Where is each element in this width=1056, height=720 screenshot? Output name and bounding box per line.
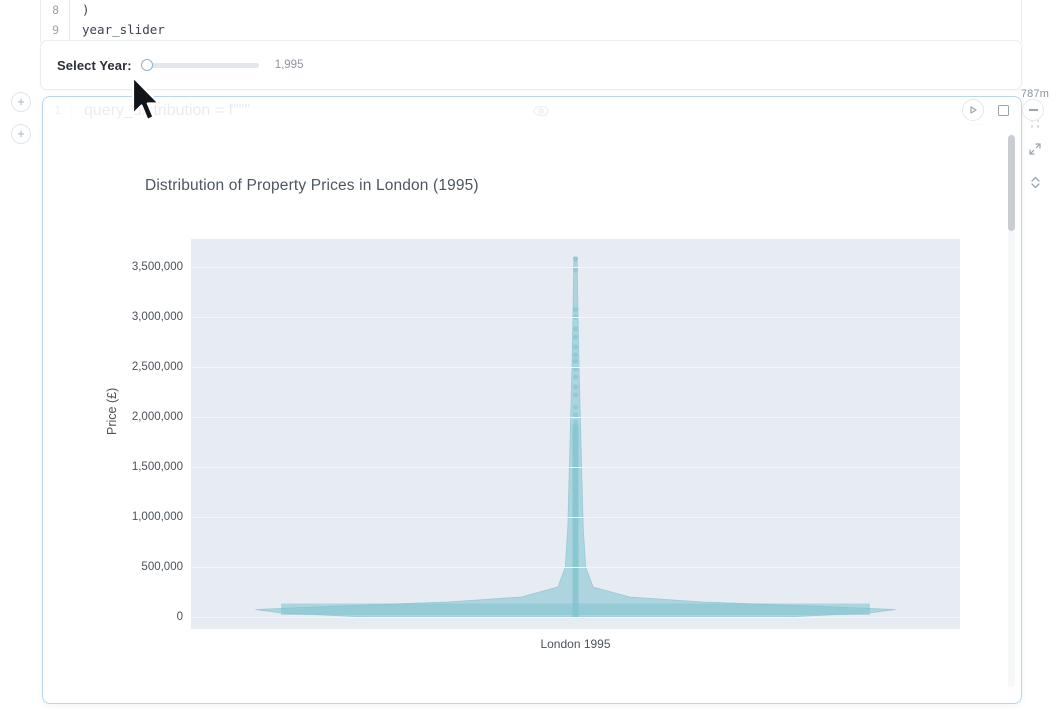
y-axis-tick: 2,500,000 (131, 361, 183, 373)
y-axis-tick: 3,500,000 (131, 261, 183, 273)
updown-chevron-icon[interactable] (1029, 175, 1042, 195)
outlier-point (572, 419, 579, 425)
y-axis-tick: 0 (176, 611, 183, 623)
code-line: 8 ) (41, 0, 1021, 20)
scrollbar-thumb[interactable] (1008, 135, 1015, 231)
outlier-point (572, 374, 579, 380)
slider-handle[interactable] (140, 59, 153, 71)
code-cell-above[interactable]: 8 ) 9 year_slider (40, 0, 1022, 46)
outlier-point (572, 306, 579, 313)
outlier-point (572, 256, 579, 262)
gridline (191, 617, 960, 618)
execution-time: 787m (1020, 88, 1050, 100)
outlier-point (572, 267, 579, 273)
slider-label: Select Year: (57, 57, 132, 73)
output-scrollbar[interactable] (1008, 135, 1015, 687)
gridline (191, 267, 960, 268)
y-axis-tick: 1,500,000 (131, 461, 183, 473)
add-cell-button-above[interactable]: + (11, 92, 31, 112)
line-number: 8 (52, 3, 59, 17)
add-cell-button-below[interactable]: + (11, 124, 31, 144)
outlier-point (572, 384, 579, 390)
cell-toolbar[interactable] (962, 96, 1044, 124)
outlier-point (572, 392, 579, 398)
gridline (191, 317, 960, 318)
y-axis-label: Price (£) (105, 387, 119, 435)
outlier-point (572, 358, 579, 364)
x-axis-label: London 1995 (540, 637, 611, 651)
outlier-point (572, 404, 579, 410)
outlier-point (572, 326, 579, 332)
outlier-point (572, 334, 579, 340)
line-number: 9 (52, 23, 59, 37)
y-axis-tick: 3,000,000 (131, 311, 183, 323)
slider-track[interactable] (146, 62, 259, 68)
plot-axes: 0 500,000 1,000,000 1,500,000 2,000,000 2,500… (132, 239, 960, 629)
minus-icon[interactable] (1022, 99, 1044, 121)
slider-value: 1,995 (274, 59, 304, 71)
code-line: 9 year_slider (41, 20, 1021, 40)
y-axis-tick: 1,000,000 (131, 511, 183, 523)
chart-title: Distribution of Property Prices in Londo… (145, 177, 479, 194)
chart-output: Distribution of Property Prices in Londo… (43, 125, 1021, 703)
y-axis-tick: 500,000 (141, 561, 183, 573)
gridline (191, 467, 960, 468)
gridline (191, 367, 960, 368)
eye-icon[interactable] (531, 101, 551, 121)
line-text[interactable]: ) (69, 0, 1021, 20)
gridline (191, 417, 960, 418)
y-axis-tick: 2,000,000 (131, 411, 183, 423)
violin-spike (572, 424, 579, 617)
expand-icon[interactable] (1028, 142, 1042, 161)
outlier-point (572, 412, 579, 418)
gridline (191, 517, 960, 518)
run-icon[interactable] (962, 99, 984, 121)
stop-icon[interactable] (992, 99, 1014, 121)
collapsed-code-strip[interactable]: 1 query_distribution = f""" (43, 97, 1021, 125)
output-cell[interactable]: 1 query_distribution = f""" Distribution… (42, 96, 1022, 704)
outlier-point (572, 352, 579, 358)
line-number: 1 (54, 104, 61, 117)
violin-plot (255, 256, 896, 618)
line-text[interactable]: year_slider (69, 20, 1021, 40)
year-slider-widget[interactable]: Select Year: 1,995 (40, 40, 1022, 90)
year-slider[interactable] (140, 56, 259, 74)
gridline (191, 567, 960, 568)
outlier-point (572, 344, 579, 350)
